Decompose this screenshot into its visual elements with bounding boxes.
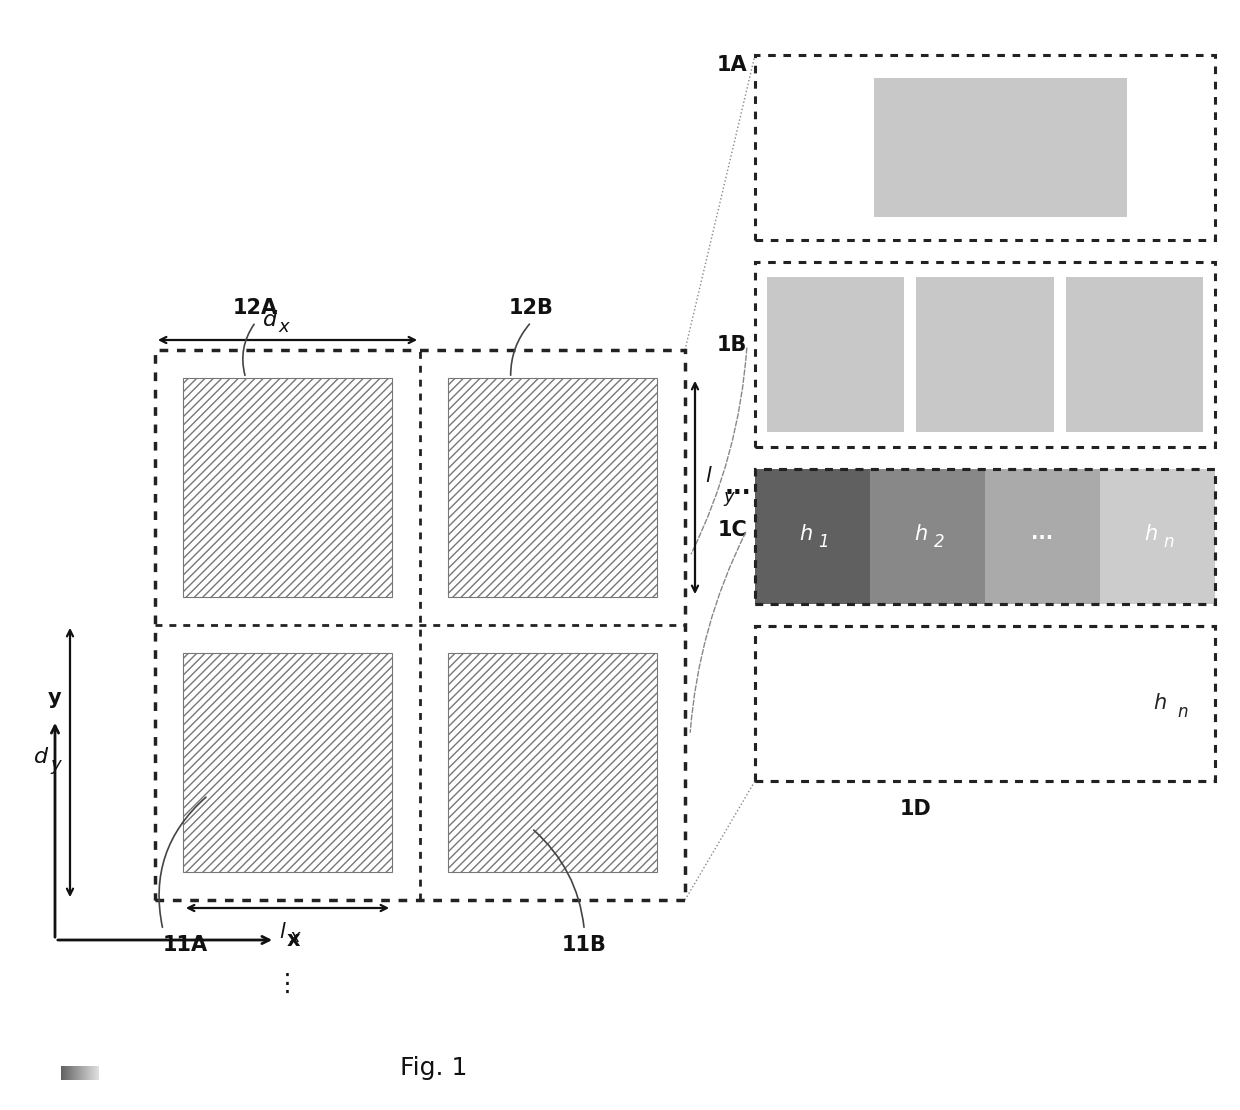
Bar [448,653,657,872]
Bar [755,470,1215,604]
Bar [755,56,1215,240]
Text: y: y [50,756,61,774]
Bar [755,262,1215,447]
Text: ⋮: ⋮ [275,972,300,996]
Bar [755,470,870,604]
Text: ...: ... [1032,524,1054,543]
Text: 1C: 1C [717,519,746,539]
Text: d: d [33,747,48,767]
Bar [155,350,684,900]
Bar [755,626,1215,781]
Text: 12B: 12B [508,297,554,317]
Text: 11B: 11B [562,935,606,955]
Text: 1B: 1B [717,335,746,355]
Text: h: h [776,694,790,714]
Bar [870,470,985,604]
Text: h: h [1153,694,1167,714]
Text: n: n [1163,533,1174,551]
Text: d: d [263,310,277,330]
Text: y: y [48,688,62,708]
Text: ...: ... [725,475,751,500]
Bar [1100,470,1215,604]
Text: 1A: 1A [717,56,746,75]
Text: 11A: 11A [162,935,208,955]
Text: y: y [723,488,734,506]
Bar [985,470,1100,604]
Text: x: x [289,928,300,946]
Bar [1065,278,1203,432]
Bar [916,278,1054,432]
Text: h: h [1143,524,1157,544]
Text: 1: 1 [818,533,830,551]
Text: x: x [286,930,300,950]
Bar [184,379,392,597]
Text: h: h [914,524,928,544]
Bar [873,78,1126,216]
Text: x: x [279,317,289,336]
Bar [755,470,1215,604]
Text: 1D: 1D [900,799,932,819]
Text: h: h [799,524,812,544]
Text: 12A: 12A [233,297,278,317]
Text: Fig. 1: Fig. 1 [401,1056,467,1080]
Bar [184,653,392,872]
Bar [448,379,657,597]
Text: l: l [706,465,711,485]
Text: 2: 2 [934,533,944,551]
Bar [755,626,1215,781]
Text: n: n [1177,704,1188,722]
Text: l: l [280,922,285,942]
Text: 1: 1 [800,704,811,722]
Bar [768,278,904,432]
